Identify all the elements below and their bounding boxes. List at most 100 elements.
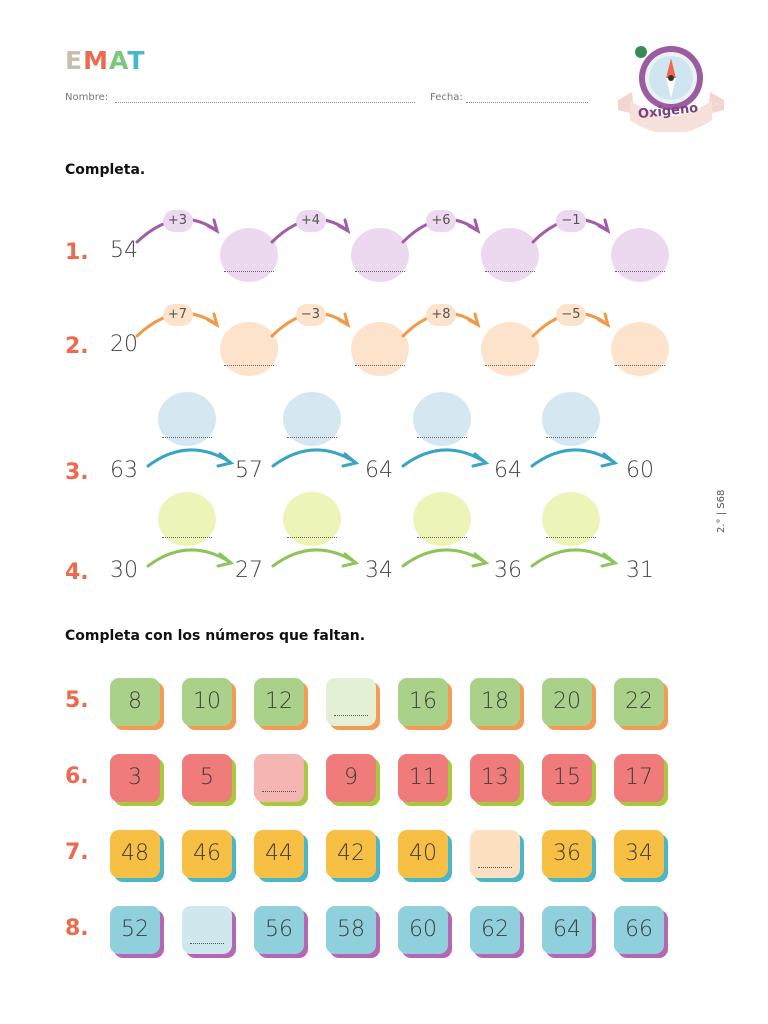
instruction-completa: Completa. xyxy=(65,162,146,178)
answer-blank[interactable] xyxy=(158,492,216,546)
row-label: 5. xyxy=(65,688,89,713)
fecha-label: Fecha: xyxy=(430,92,463,103)
blank-tile[interactable] xyxy=(326,678,380,730)
tile-number: 13 xyxy=(470,754,520,802)
logo-letter-m: M xyxy=(83,46,109,75)
blank-tile[interactable] xyxy=(470,830,524,882)
number-tile: 42 xyxy=(326,830,380,882)
fecha-field[interactable] xyxy=(466,102,588,103)
tile-number: 58 xyxy=(326,906,376,954)
number-tile: 44 xyxy=(254,830,308,882)
operation-pill: +4 xyxy=(295,210,326,232)
number-tile: 17 xyxy=(614,754,668,806)
number-tile: 16 xyxy=(398,678,452,730)
tile-number: 60 xyxy=(398,906,448,954)
number-tile: 58 xyxy=(326,906,380,958)
answer-blank[interactable] xyxy=(351,322,409,376)
answer-blank[interactable] xyxy=(351,228,409,282)
number-tile: 66 xyxy=(614,906,668,958)
number-tile: 13 xyxy=(470,754,524,806)
number-tile: 48 xyxy=(110,830,164,882)
answer-blank[interactable] xyxy=(283,492,341,546)
tile-number: 20 xyxy=(542,678,592,726)
answer-blank[interactable] xyxy=(220,228,278,282)
number-tile: 22 xyxy=(614,678,668,730)
tile-number: 42 xyxy=(326,830,376,878)
answer-blank[interactable] xyxy=(413,492,471,546)
answer-blank[interactable] xyxy=(542,492,600,546)
number-tile: 18 xyxy=(470,678,524,730)
tile-number: 18 xyxy=(470,678,520,726)
answer-blank[interactable] xyxy=(158,392,216,446)
number-tile: 52 xyxy=(110,906,164,958)
tile-number: 15 xyxy=(542,754,592,802)
start-number: 20 xyxy=(110,332,138,357)
operation-pill: +3 xyxy=(162,210,193,232)
arrow-icon xyxy=(530,548,619,568)
row-label: 2. xyxy=(65,334,89,359)
number-tile: 60 xyxy=(398,906,452,958)
blank-tile[interactable] xyxy=(254,754,308,806)
page-code: 2.° | S68 xyxy=(716,489,727,533)
tile-number: 34 xyxy=(614,830,664,878)
number-tile: 5 xyxy=(182,754,236,806)
sequence-value: 34 xyxy=(365,558,393,583)
row-label: 6. xyxy=(65,764,89,789)
number-tile: 9 xyxy=(326,754,380,806)
tile-number: 12 xyxy=(254,678,304,726)
sequence-value: 64 xyxy=(365,458,393,483)
tile-number: 5 xyxy=(182,754,232,802)
operation-pill: +8 xyxy=(426,304,456,326)
number-tile: 11 xyxy=(398,754,452,806)
arrow-icon xyxy=(530,448,619,468)
row-label: 1. xyxy=(65,240,89,265)
arrow-icon xyxy=(271,448,360,468)
answer-blank[interactable] xyxy=(413,392,471,446)
tile-number: 56 xyxy=(254,906,304,954)
tile-number: 11 xyxy=(398,754,448,802)
number-tile: 15 xyxy=(542,754,596,806)
logo-letter-t: T xyxy=(127,46,146,75)
tile-number: 17 xyxy=(614,754,664,802)
tile-number: 44 xyxy=(254,830,304,878)
row-label: 8. xyxy=(65,916,89,941)
arrow-icon xyxy=(271,548,360,568)
number-tile: 36 xyxy=(542,830,596,882)
sequence-value: 31 xyxy=(626,558,654,583)
answer-blank[interactable] xyxy=(611,322,669,376)
arrow-icon xyxy=(401,448,490,468)
number-tile: 40 xyxy=(398,830,452,882)
blank-tile[interactable] xyxy=(182,906,236,958)
tile-number: 66 xyxy=(614,906,664,954)
row-label: 4. xyxy=(65,560,89,585)
answer-blank[interactable] xyxy=(220,322,278,376)
number-tile: 3 xyxy=(110,754,164,806)
arrow-icon xyxy=(401,548,490,568)
answer-blank[interactable] xyxy=(611,228,669,282)
number-tile: 12 xyxy=(254,678,308,730)
row-label: 7. xyxy=(65,840,89,865)
tile-number: 48 xyxy=(110,830,160,878)
tile-number: 46 xyxy=(182,830,232,878)
tile-number: 9 xyxy=(326,754,376,802)
tile-number: 36 xyxy=(542,830,592,878)
tile-number: 64 xyxy=(542,906,592,954)
start-number: 54 xyxy=(110,238,138,263)
tile-number: 16 xyxy=(398,678,448,726)
sequence-value: 36 xyxy=(494,558,522,583)
answer-blank[interactable] xyxy=(283,392,341,446)
answer-blank[interactable] xyxy=(542,392,600,446)
nombre-field[interactable] xyxy=(115,102,415,103)
sequence-value: 64 xyxy=(494,458,522,483)
tile-number: 22 xyxy=(614,678,664,726)
sequence-value: 57 xyxy=(235,458,263,483)
logo-letter-a: A xyxy=(108,46,128,75)
operation-pill: +6 xyxy=(426,210,456,232)
nombre-label: Nombre: xyxy=(65,92,109,103)
operation-pill: −3 xyxy=(295,304,326,326)
answer-blank[interactable] xyxy=(481,322,539,376)
answer-blank[interactable] xyxy=(481,228,539,282)
number-tile: 8 xyxy=(110,678,164,730)
sequence-value: 60 xyxy=(626,458,654,483)
instruction-numeros-faltan: Completa con los números que faltan. xyxy=(65,628,366,644)
